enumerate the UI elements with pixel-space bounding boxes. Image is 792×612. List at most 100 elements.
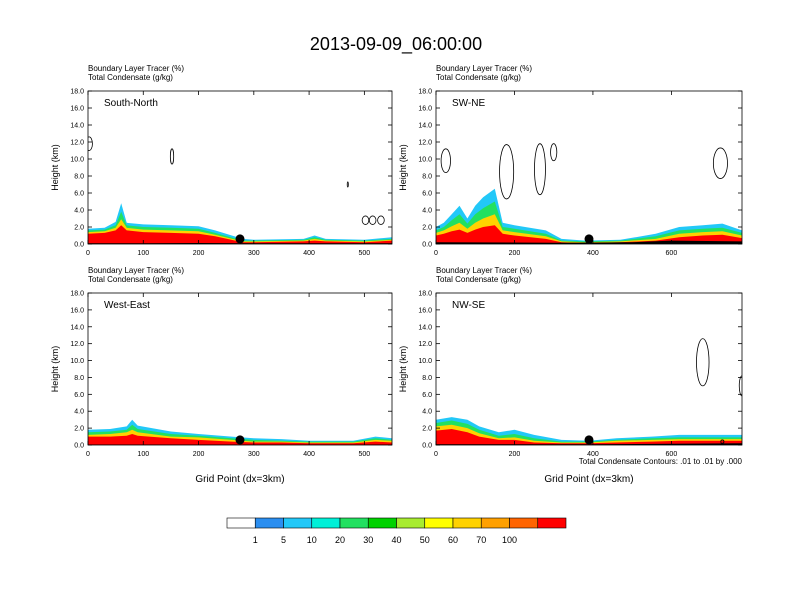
y-tick-label: 0.0: [422, 443, 432, 450]
plot-area: [88, 136, 392, 244]
y-tick-label: 10.0: [418, 157, 432, 164]
panel-title: NW-SE: [452, 300, 485, 311]
x-tick-label: 100: [137, 451, 149, 458]
x-tick-label: 0: [86, 451, 90, 458]
x-axis-label: Grid Point (dx=3km): [195, 474, 284, 485]
contour-note: Total Condensate Contours: .01 to .01 by…: [579, 457, 743, 466]
location-marker: [584, 234, 594, 244]
y-tick-label: 10.0: [418, 358, 432, 365]
y-tick-label: 6.0: [74, 191, 84, 198]
y-tick-label: 10.0: [70, 157, 84, 164]
location-marker: [235, 234, 245, 244]
y-tick-label: 18.0: [418, 89, 432, 96]
condensate-contour: [440, 148, 451, 174]
y-tick-label: 4.0: [422, 208, 432, 215]
y-tick-label: 16.0: [418, 106, 432, 113]
x-tick-label: 300: [248, 250, 260, 257]
tracer-band-100: [88, 225, 392, 244]
x-tick-label: 200: [193, 250, 205, 257]
condensate-contour: [88, 136, 93, 151]
y-tick-label: 12.0: [70, 341, 84, 348]
colorbar-swatch: [509, 517, 539, 529]
y-tick-label: 4.0: [74, 409, 84, 416]
y-tick-label: 10.0: [70, 358, 84, 365]
colorbar-label: 10: [307, 535, 317, 545]
colorbar-label: 40: [391, 535, 401, 545]
colorbar-swatch: [254, 517, 284, 529]
x-tick-label: 0: [434, 451, 438, 458]
y-axis-label: Height (km): [398, 346, 408, 393]
y-tick-label: 12.0: [418, 140, 432, 147]
y-tick-label: 8.0: [422, 375, 432, 382]
panel-subtitle: Boundary Layer Tracer (%): [88, 266, 184, 275]
x-tick-label: 500: [359, 451, 371, 458]
y-tick-label: 2.0: [74, 426, 84, 433]
colorbar-label: 1: [253, 535, 258, 545]
colorbar-swatch: [226, 517, 256, 529]
colorbar-label: 5: [281, 535, 286, 545]
panel-title: South-North: [104, 98, 158, 109]
x-tick-label: 200: [509, 250, 521, 257]
colorbar-swatch: [452, 517, 482, 529]
x-tick-label: 400: [303, 451, 315, 458]
x-tick-label: 400: [587, 250, 599, 257]
x-tick-label: 400: [303, 250, 315, 257]
condensate-contour: [169, 148, 175, 165]
condensate-contour: [377, 215, 385, 225]
condensate-contour: [361, 215, 370, 225]
x-tick-label: 500: [359, 250, 371, 257]
y-tick-label: 6.0: [74, 392, 84, 399]
panel-subtitle: Total Condensate (g/kg): [88, 73, 173, 82]
y-tick-label: 12.0: [70, 140, 84, 147]
panel-2: Boundary Layer Tracer (%)Total Condensat…: [398, 64, 743, 257]
location-marker: [584, 435, 594, 445]
panel-3: Boundary Layer Tracer (%)Total Condensat…: [50, 266, 393, 485]
x-tick-label: 400: [587, 451, 599, 458]
colorbar-swatch: [367, 517, 397, 529]
colorbar-swatch: [424, 517, 454, 529]
y-axis-label: Height (km): [398, 144, 408, 191]
x-tick-label: 200: [193, 451, 205, 458]
panel-subtitle: Boundary Layer Tracer (%): [436, 266, 532, 275]
y-tick-label: 18.0: [70, 89, 84, 96]
y-tick-label: 16.0: [70, 307, 84, 314]
plot-frame: [87, 292, 393, 446]
colorbar: 1 5 10 20 30 40 50 60 70 100: [226, 517, 567, 545]
figure-title: 2013-09-09_06:00:00: [310, 34, 482, 55]
tracer-band-100: [88, 434, 392, 445]
plot-frame: [87, 90, 393, 245]
y-tick-label: 2.0: [422, 426, 432, 433]
x-tick-label: 0: [434, 250, 438, 257]
colorbar-label: 60: [448, 535, 458, 545]
plot-frame: [435, 90, 743, 245]
y-tick-label: 0.0: [422, 242, 432, 249]
x-tick-label: 0: [86, 250, 90, 257]
colorbar-label: 100: [502, 535, 517, 545]
plot-area: [436, 143, 742, 244]
y-tick-label: 16.0: [70, 106, 84, 113]
tracer-band-100: [436, 429, 742, 445]
panel-subtitle: Total Condensate (g/kg): [436, 73, 521, 82]
condensate-contour: [712, 147, 728, 179]
panel-title: SW-NE: [452, 98, 485, 109]
y-tick-label: 14.0: [418, 123, 432, 130]
colorbar-swatch: [283, 517, 313, 529]
y-tick-label: 12.0: [418, 341, 432, 348]
y-tick-label: 6.0: [422, 392, 432, 399]
x-tick-label: 100: [137, 250, 149, 257]
tracer-band-100: [436, 225, 742, 244]
colorbar-label: 70: [476, 535, 486, 545]
condensate-contour: [368, 215, 377, 225]
x-tick-label: 600: [666, 451, 678, 458]
colorbar-swatch: [537, 517, 567, 529]
y-tick-label: 2.0: [422, 225, 432, 232]
x-tick-label: 300: [248, 451, 260, 458]
terrain: [436, 443, 742, 445]
panels: Boundary Layer Tracer (%)Total Condensat…: [50, 64, 743, 485]
y-tick-label: 0.0: [74, 242, 84, 249]
condensate-contour: [499, 144, 515, 200]
x-tick-label: 200: [509, 451, 521, 458]
panel-subtitle: Total Condensate (g/kg): [88, 275, 173, 284]
panel-1: Boundary Layer Tracer (%)Total Condensat…: [50, 64, 393, 257]
colorbar-swatch: [339, 517, 369, 529]
